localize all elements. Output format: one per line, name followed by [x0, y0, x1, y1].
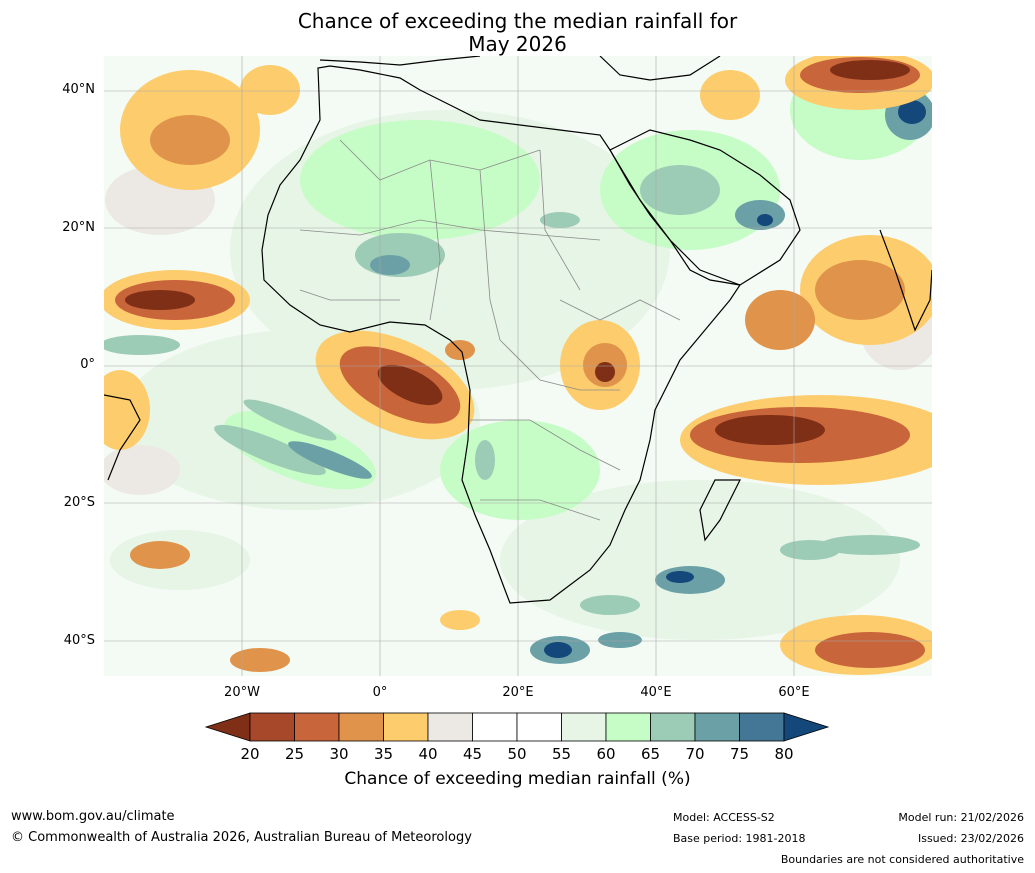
boundaries [299, 139, 681, 521]
colorbar-tick-label: 40 [418, 745, 438, 763]
copyright-text: © Commonwealth of Australia 2026, Austra… [11, 830, 472, 845]
colorbar-box [249, 712, 295, 742]
colorbar-box [605, 712, 651, 742]
colorbar-box [739, 712, 785, 742]
model-run-text: Model run: 21/02/2026 [898, 811, 1024, 824]
map-title: Chance of exceeding the median rainfall … [0, 10, 1035, 56]
lon-label-20w: 20°W [224, 685, 260, 700]
colorbar-box [294, 712, 340, 742]
lat-label-20n: 20°N [62, 220, 95, 235]
colorbar-box [561, 712, 607, 742]
colorbar-box [338, 712, 384, 742]
title-line-1: Chance of exceeding the median rainfall … [297, 9, 738, 33]
colorbar-label: Chance of exceeding median rainfall (%) [344, 769, 691, 789]
colorbar-tick-label: 70 [685, 745, 705, 763]
base-period-text: Base period: 1981-2018 [673, 832, 806, 845]
colorbar-tick-label: 45 [462, 745, 483, 763]
colorbar-min-extend [204, 712, 251, 742]
colorbar-tick-label: 75 [729, 745, 750, 763]
colorbar-tick-label: 30 [329, 745, 349, 763]
colorbar-box [650, 712, 696, 742]
colorbar-box [472, 712, 518, 742]
coastlines [104, 56, 932, 604]
colorbar-tick-label: 60 [596, 745, 616, 763]
colorbar-tick-label: 20 [240, 745, 260, 763]
lon-label-60e: 60°E [778, 685, 810, 700]
disclaimer-text: Boundaries are not considered authoritat… [780, 853, 1024, 866]
colorbar [204, 712, 830, 742]
graticule [104, 56, 932, 676]
colorbar-tick-label: 65 [640, 745, 661, 763]
lat-label-40n: 40°N [62, 82, 95, 97]
colorbar-tick-label: 80 [774, 745, 794, 763]
website-link[interactable]: www.bom.gov.au/climate [11, 809, 175, 824]
lon-label-40e: 40°E [640, 685, 672, 700]
title-line-2: May 2026 [468, 32, 567, 56]
lat-label-40s: 40°S [63, 633, 95, 648]
colorbar-box [383, 712, 429, 742]
colorbar-tick-label: 50 [507, 745, 527, 763]
colorbar-tick-label: 25 [284, 745, 305, 763]
model-text: Model: ACCESS-S2 [673, 811, 775, 824]
colorbar-box [516, 712, 562, 742]
lat-label-20s: 20°S [63, 495, 95, 510]
colorbar-tick-label: 35 [373, 745, 394, 763]
colorbar-box [427, 712, 473, 742]
issued-text: Issued: 23/02/2026 [917, 832, 1024, 845]
lon-label-0: 0° [372, 685, 388, 700]
colorbar-tick-label: 55 [551, 745, 572, 763]
colorbar-box [694, 712, 740, 742]
colorbar-max-extend [783, 712, 830, 742]
lat-label-equator: 0° [80, 357, 95, 372]
lon-label-20e: 20°E [502, 685, 534, 700]
